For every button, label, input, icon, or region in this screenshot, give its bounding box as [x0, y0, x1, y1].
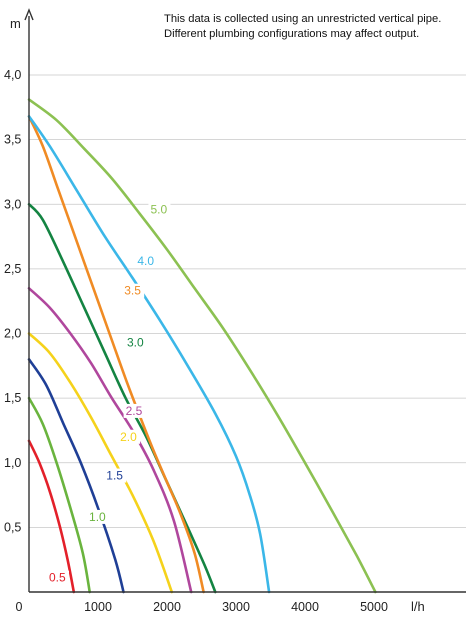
series-label: 2.0 — [120, 430, 137, 444]
axes — [24, 8, 466, 593]
x-tick-label: 2000 — [153, 600, 181, 614]
y-tick-label: 2,5 — [4, 262, 21, 276]
series-label-bg — [124, 335, 147, 350]
series-label-bg — [47, 570, 70, 585]
x-tick-label: 1000 — [84, 600, 112, 614]
series-label: 2.5 — [126, 404, 143, 418]
series-label: 1.0 — [89, 510, 106, 524]
y-tick-label: 1,0 — [4, 456, 21, 470]
y-axis-arrow — [24, 8, 34, 21]
tick-labels: 0,5 1,0 1,5 2,0 2,5 3,0 3,5 4,0 m l/h 0 1000 2000 300… — [4, 16, 425, 614]
series-label-bg — [118, 429, 141, 444]
curve-1-5 — [27, 358, 125, 594]
curve-0-5 — [27, 439, 76, 594]
series-label-bg — [148, 202, 171, 217]
curve-3-0 — [27, 203, 217, 594]
curve-3-5 — [27, 115, 205, 594]
series-label-bg — [122, 283, 145, 298]
series-label-bg — [135, 253, 158, 268]
x-tick-label: 0 — [16, 600, 23, 614]
y-axis-label: m — [10, 16, 21, 31]
note-line-1: This data is collected using an unrestri… — [164, 13, 442, 25]
curve-2-5 — [27, 287, 193, 594]
curve-4-0 — [27, 115, 271, 594]
y-tick-label: 0,5 — [4, 520, 21, 534]
curve-2-0 — [27, 332, 174, 594]
series-label: 0.5 — [49, 571, 66, 585]
series-label: 3.5 — [124, 284, 141, 298]
y-tick-label: 1,5 — [4, 391, 21, 405]
series-label: 5.0 — [150, 202, 167, 216]
curve-5-0 — [27, 98, 377, 594]
series-label-bg — [104, 468, 127, 483]
x-tick-label: 4000 — [291, 600, 319, 614]
x-tick-label: 5000 — [360, 600, 388, 614]
series-label: 1.5 — [106, 469, 123, 483]
series-label: 4.0 — [137, 254, 154, 268]
series-label-bg — [123, 403, 146, 418]
y-tick-label: 2,0 — [4, 327, 21, 341]
series-label: 3.0 — [127, 335, 144, 349]
grid-lines — [29, 74, 466, 528]
note-line-2: Different plumbing configurations may af… — [164, 28, 420, 40]
series-label-bg — [87, 509, 110, 524]
curve-1-0 — [27, 396, 91, 594]
x-axis-label: l/h — [411, 599, 425, 614]
series-labels: 0.5 1.0 1.5 2.0 2.5 3.0 3.5 4.0 5.0 — [47, 202, 171, 585]
chart-note: This data is collected using an unrestri… — [164, 12, 464, 42]
x-tick-label: 3000 — [222, 600, 250, 614]
y-tick-label: 3,0 — [4, 197, 21, 211]
y-tick-label: 3,5 — [4, 133, 21, 147]
y-tick-label: 4,0 — [4, 68, 21, 82]
performance-curves — [27, 98, 377, 594]
